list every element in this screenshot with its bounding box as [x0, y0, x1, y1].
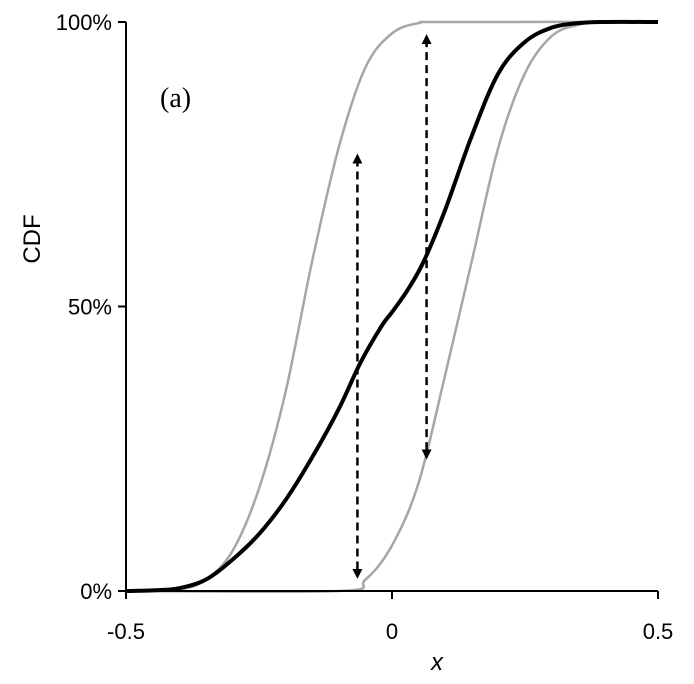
y-axis-label: CDF: [19, 214, 46, 263]
x-axis-label: x: [430, 649, 444, 676]
series-layer: [125, 19, 659, 594]
annotation-layer: [352, 34, 432, 579]
axes-layer: 0% 50% 100% -0.5 0 0.5: [56, 10, 674, 644]
series-line-main: [125, 19, 659, 593]
y-tick-label: 100%: [56, 10, 112, 35]
x-tick-label: 0: [386, 619, 398, 644]
series-line-bound-2: [125, 20, 659, 594]
x-tick-label: 0.5: [643, 619, 674, 644]
series-line-bound-1: [125, 20, 659, 593]
x-tick-label: -0.5: [107, 619, 145, 644]
panel-label: (a): [160, 83, 191, 114]
y-tick-label: 50%: [68, 295, 112, 320]
y-tick-label: 0%: [80, 579, 112, 604]
